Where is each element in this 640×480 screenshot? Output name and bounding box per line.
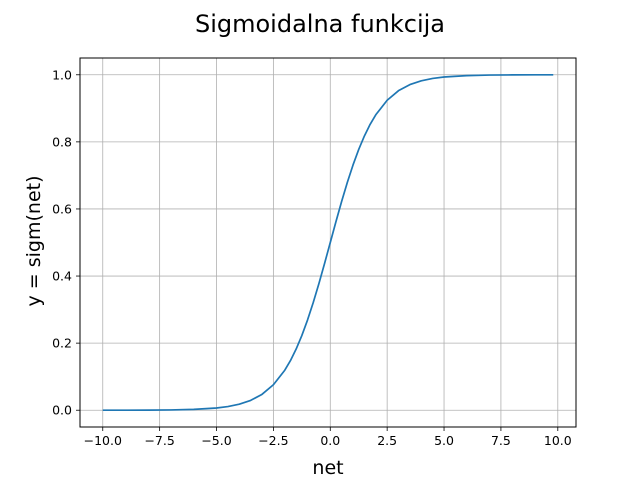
x-tick-label: 2.5 [377,433,397,448]
y-tick-label: 0.8 [52,134,72,149]
series-layer [102,73,554,412]
x-tick-label: −5.0 [201,433,231,448]
x-tick-label: 0.0 [320,433,340,448]
y-tick-label: 0.6 [52,201,72,216]
x-tick-label: 7.5 [491,433,511,448]
x-tick-label: 10.0 [544,433,572,448]
y-tick-label: 1.0 [52,67,72,82]
y-tick-label: 0.2 [52,336,72,351]
x-tick-label: −7.5 [144,433,174,448]
chart-title: Sigmoidalna funkcija [195,10,445,38]
grid [80,58,576,427]
y-axis-label: y = sigm(net) [23,176,45,307]
x-tick-label: 5.0 [434,433,454,448]
x-tick-label: −10.0 [84,433,122,448]
ticks: −10.0 −7.5 −5.0 −2.5 0.0 2.5 5.0 7.5 10.0 0.0 0.2 0… [52,67,572,448]
y-tick-label: 0.4 [52,269,72,284]
y-tick-label: 0.0 [52,403,72,418]
x-tick-label: −2.5 [258,433,288,448]
x-axis-label: net [312,457,343,479]
plot-frame [79,57,577,428]
sigmoid-series-line [102,73,554,412]
